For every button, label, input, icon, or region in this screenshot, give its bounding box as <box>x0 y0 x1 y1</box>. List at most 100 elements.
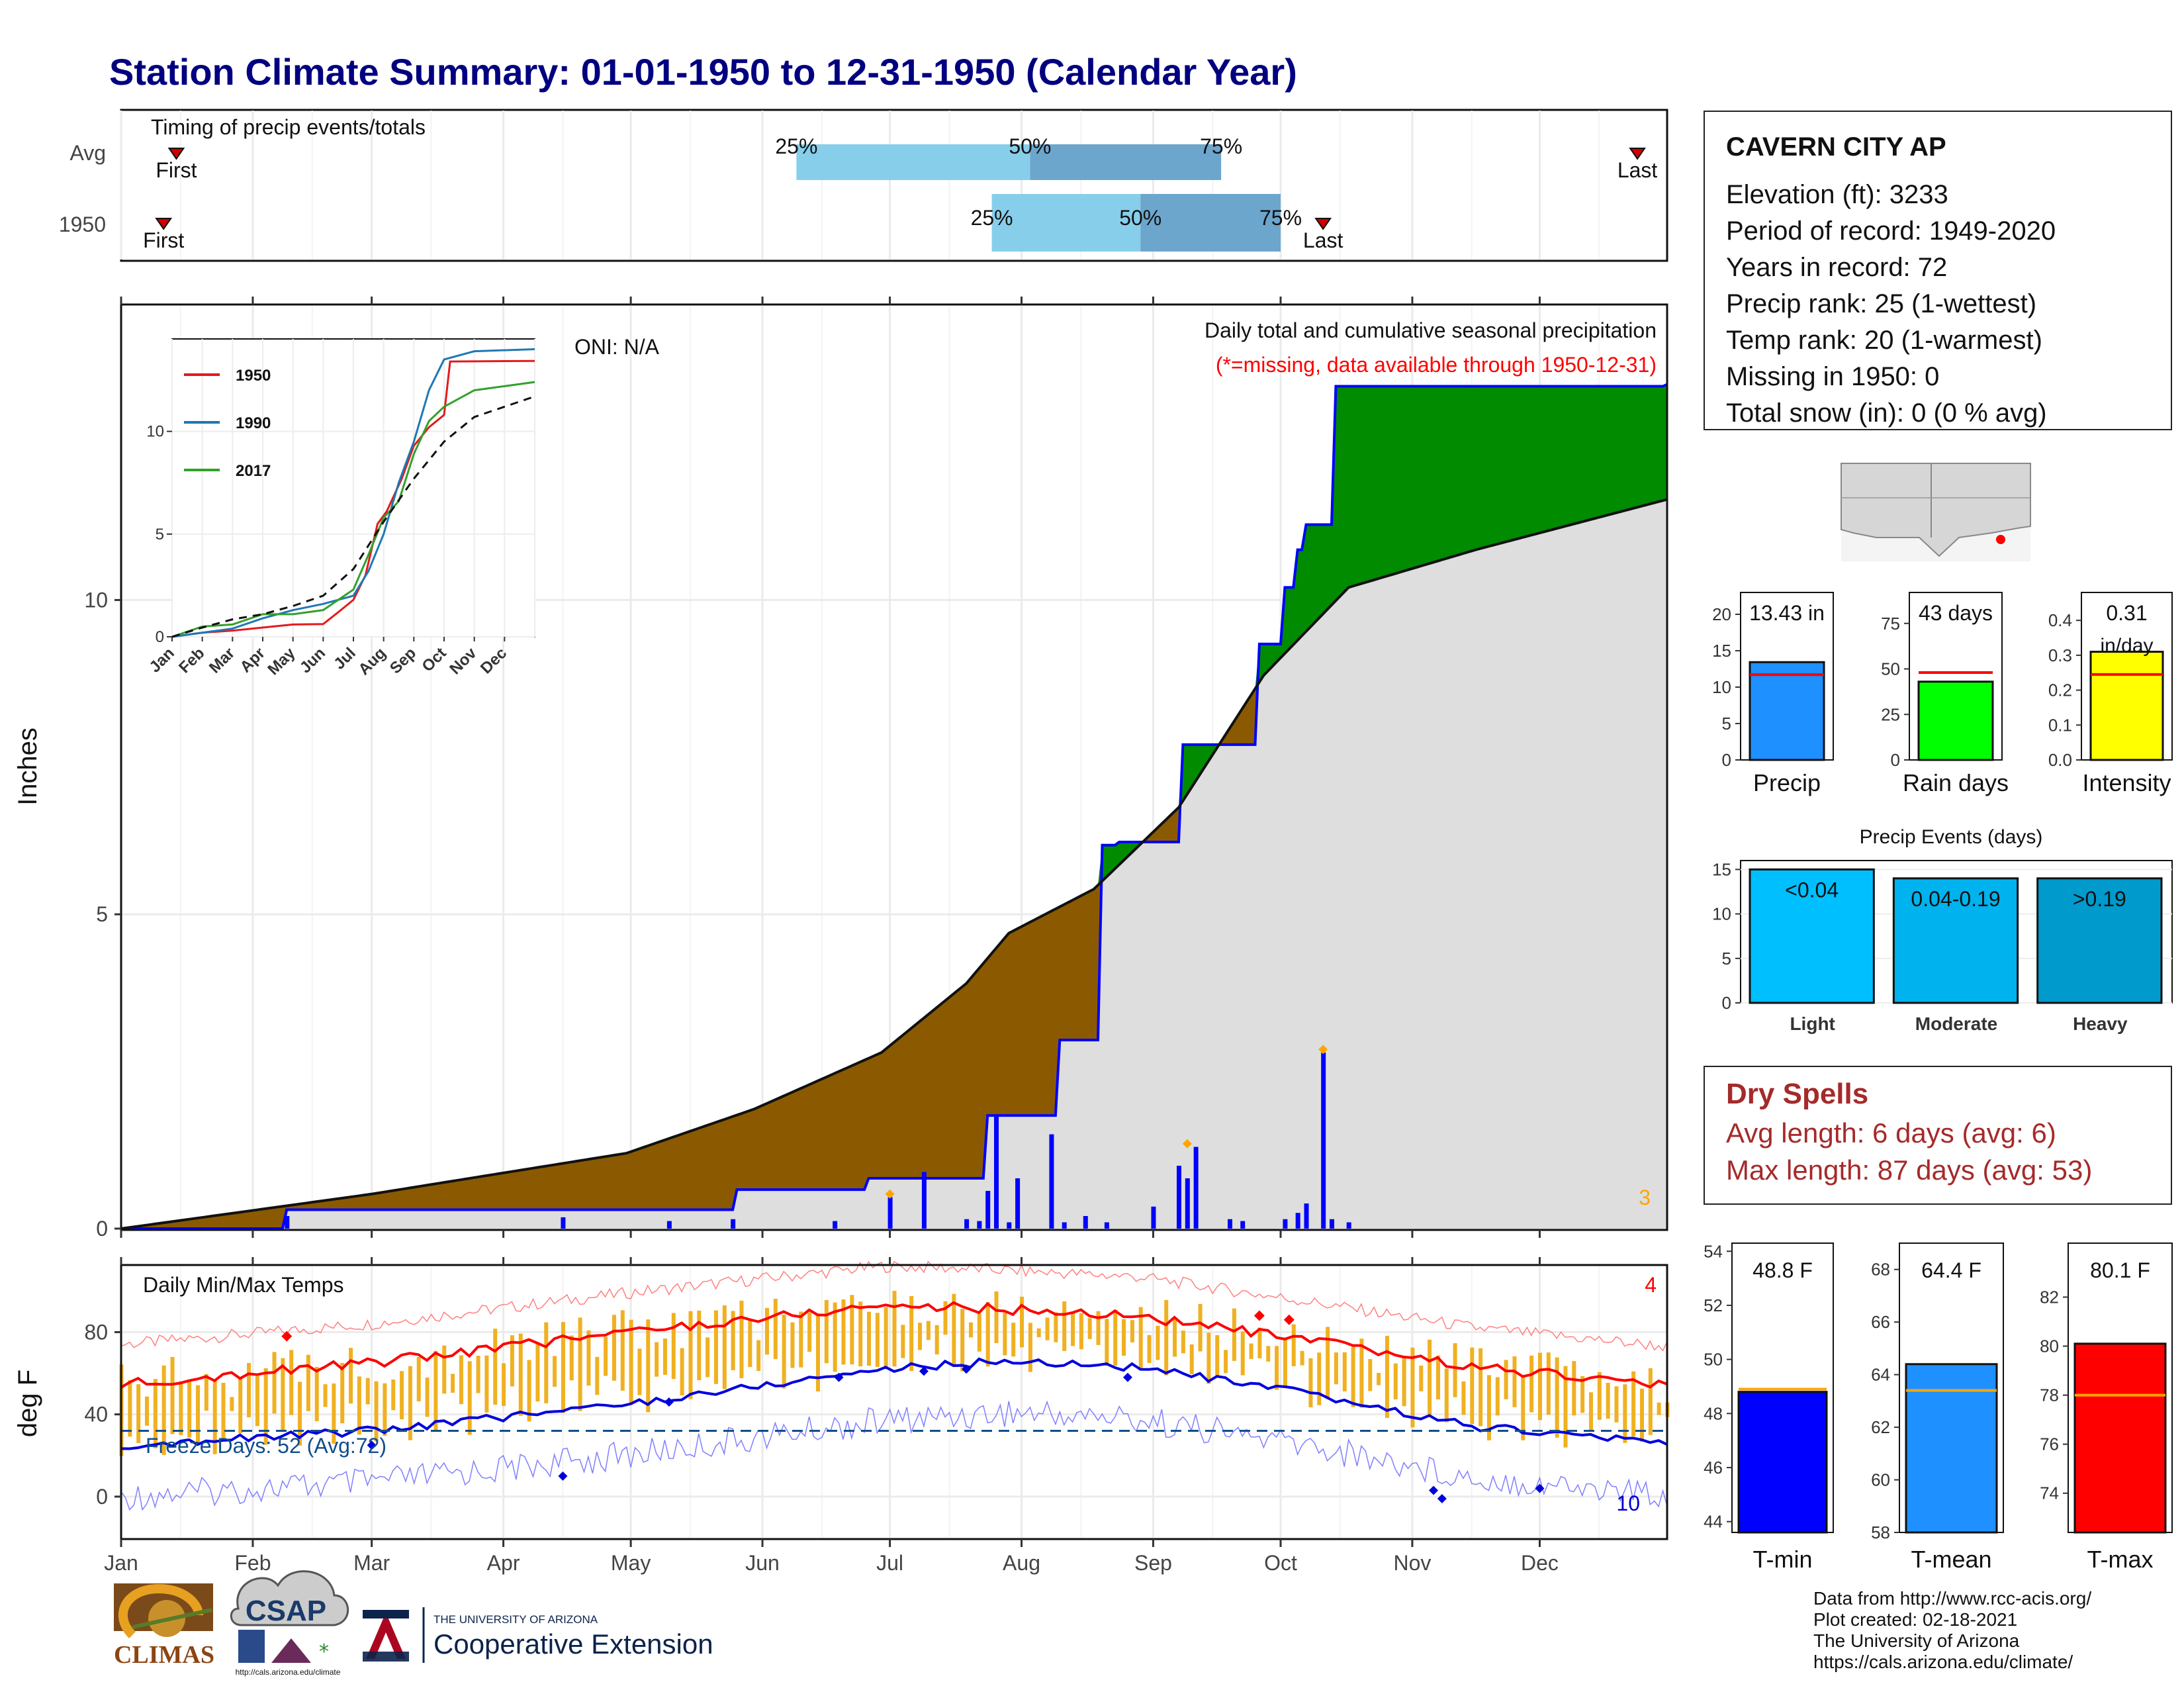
daily-temp-bar-35 <box>263 1368 268 1445</box>
daily-temp-bar-147 <box>739 1300 744 1378</box>
temp-count-bottom: 10 <box>1616 1491 1640 1515</box>
daily-temp-bar-157 <box>782 1314 786 1389</box>
daily-temp-bar-343 <box>1572 1361 1576 1416</box>
daily-temp-bar-259 <box>1215 1335 1220 1378</box>
daily-precip-bar-17 <box>1151 1206 1156 1229</box>
daily-temp-bar-251 <box>1181 1331 1185 1354</box>
summary-2-ytick-label-0: 0.0 <box>2048 750 2072 770</box>
station-temp-rank: Temp rank: 20 (1-warmest) <box>1726 326 2042 355</box>
daily-temp-bar-319 <box>1470 1347 1475 1425</box>
station-info-panel: CAVERN CITY AP Elevation (ft): 3233 Peri… <box>1704 111 2172 430</box>
timing-last-label-1: Last <box>1303 228 1343 252</box>
daily-temp-bar-301 <box>1393 1363 1398 1400</box>
timing-panel-title: Timing of precip events/totals <box>151 115 426 139</box>
inset-legend-label-2017: 2017 <box>236 462 271 480</box>
daily-temp-bar-73 <box>425 1378 430 1417</box>
month-label-feb: Feb <box>234 1551 271 1575</box>
daily-temp-bar-249 <box>1173 1317 1177 1357</box>
daily-temp-bar-217 <box>1036 1328 1041 1338</box>
daily-temp-bar-297 <box>1377 1373 1381 1385</box>
page-title: Station Climate Summary: 01-01-1950 to 1… <box>109 51 1297 93</box>
precip-events-title: Precip Events (days) <box>1860 826 2043 848</box>
daily-temp-bar-119 <box>620 1310 625 1391</box>
temp-summary-1-bar <box>1905 1363 1998 1534</box>
daily-temp-bar-345 <box>1580 1376 1585 1413</box>
daily-temp-bar-309 <box>1428 1339 1432 1416</box>
daily-temp-bar-201 <box>969 1322 974 1338</box>
daily-temp-bar-321 <box>1479 1348 1483 1427</box>
daily-temp-bar-165 <box>815 1314 820 1391</box>
record-high-marker-1 <box>1253 1310 1265 1321</box>
daily-temp-bar-127 <box>655 1342 659 1377</box>
events-bar-range-1: 0.04-0.19 <box>1911 887 2000 911</box>
daily-temp-bar-357 <box>1631 1371 1636 1437</box>
daily-temp-bar-229 <box>1087 1318 1092 1339</box>
daily-temp-bar-245 <box>1156 1325 1160 1360</box>
daily-temp-bar-79 <box>451 1374 455 1393</box>
daily-temp-bar-347 <box>1588 1392 1593 1432</box>
daily-temp-bar-261 <box>1224 1350 1228 1374</box>
daily-precip-bar-16 <box>1104 1222 1109 1229</box>
daily-precip-bar-10 <box>994 1115 999 1229</box>
station-map <box>1841 463 2031 561</box>
daily-temp-bar-137 <box>697 1310 702 1381</box>
daily-temp-bar-81 <box>459 1355 463 1405</box>
month-label-may: May <box>611 1551 651 1575</box>
daily-temp-bar-311 <box>1435 1355 1440 1400</box>
precip-base-area <box>121 499 1667 1229</box>
freeze-days-label: Freeze Days: 52 (Avg:72) <box>146 1434 387 1458</box>
timing-q2-label-0: 50% <box>1009 134 1051 158</box>
daily-temp-bar-27 <box>230 1397 234 1411</box>
daily-precip-bar-8 <box>977 1221 982 1229</box>
events-category-2: Heavy <box>2073 1013 2128 1034</box>
daily-precip-bar-27 <box>1330 1219 1335 1229</box>
climas-logo: CLIMAS <box>114 1583 214 1669</box>
daily-temp-bar-55 <box>349 1348 353 1404</box>
daily-temp-bar-161 <box>799 1311 803 1368</box>
month-label-sep: Sep <box>1134 1551 1172 1575</box>
daily-temp-bar-7 <box>145 1396 150 1426</box>
summary-0-ytick-label-4: 20 <box>1712 604 1731 624</box>
cumulative-precip-year-line <box>121 383 1668 1230</box>
daily-temp-bar-263 <box>1232 1308 1236 1361</box>
timing-panel: Timing of precip events/totals Avg 1950 … <box>59 109 1668 262</box>
daily-temp-bar-247 <box>1164 1299 1169 1376</box>
daily-temp-bar-65 <box>391 1379 396 1411</box>
summary-0-bar <box>1749 661 1825 761</box>
record-high-marker-0 <box>281 1331 293 1342</box>
temp-summary-1-ytick-label-4: 66 <box>1871 1312 1890 1332</box>
daily-temp-bar-105 <box>561 1322 565 1413</box>
daily-temp-bar-13 <box>170 1356 175 1434</box>
precip-corner-count: 3 <box>1639 1186 1651 1209</box>
summary-1-category-label: Rain days <box>1903 769 2009 796</box>
temp-count-top: 4 <box>1645 1273 1657 1297</box>
temp-summary-0-value-label: 48.8 F <box>1752 1258 1813 1282</box>
daily-temp-bar-225 <box>1071 1313 1075 1346</box>
temp-summary-1-ytick-label-1: 60 <box>1871 1470 1890 1490</box>
csap-url: http://cals.arizona.edu/climate <box>236 1667 341 1677</box>
daily-temp-bar-265 <box>1240 1331 1245 1376</box>
daily-precip-bar-28 <box>1346 1222 1351 1229</box>
daily-temp-bar-241 <box>1138 1307 1143 1369</box>
daily-temp-bar-41 <box>289 1350 294 1415</box>
summary-0-value-label: 13.43 in <box>1749 601 1825 625</box>
precip-panel-title: Daily total and cumulative seasonal prec… <box>1205 318 1657 342</box>
daily-temp-bar-223 <box>1062 1301 1067 1351</box>
daily-precip-bar-20 <box>1193 1147 1199 1229</box>
temp-summary-2-value-label: 80.1 F <box>2090 1258 2150 1282</box>
temp-summary-1-ytick-label-3: 64 <box>1871 1365 1890 1385</box>
events-bar-range-2: >0.19 <box>2073 887 2126 911</box>
daily-temp-bar-213 <box>1020 1296 1024 1348</box>
daily-precip-bar-13 <box>1049 1134 1054 1229</box>
events-bar-moderate <box>1892 877 2019 1004</box>
daily-temp-bar-117 <box>612 1315 616 1381</box>
month-label-jun: Jun <box>745 1551 780 1575</box>
daily-temp-bar-139 <box>705 1337 710 1378</box>
inset-legend-label-1950: 1950 <box>236 367 271 385</box>
record-low-marker-1 <box>558 1471 568 1481</box>
daily-temp-bar-313 <box>1444 1368 1449 1423</box>
record-low-marker-5 <box>962 1364 972 1374</box>
daily-temp-bar-341 <box>1563 1366 1568 1448</box>
daily-temp-bar-45 <box>306 1354 310 1411</box>
events-bar-light <box>1749 868 1875 1004</box>
